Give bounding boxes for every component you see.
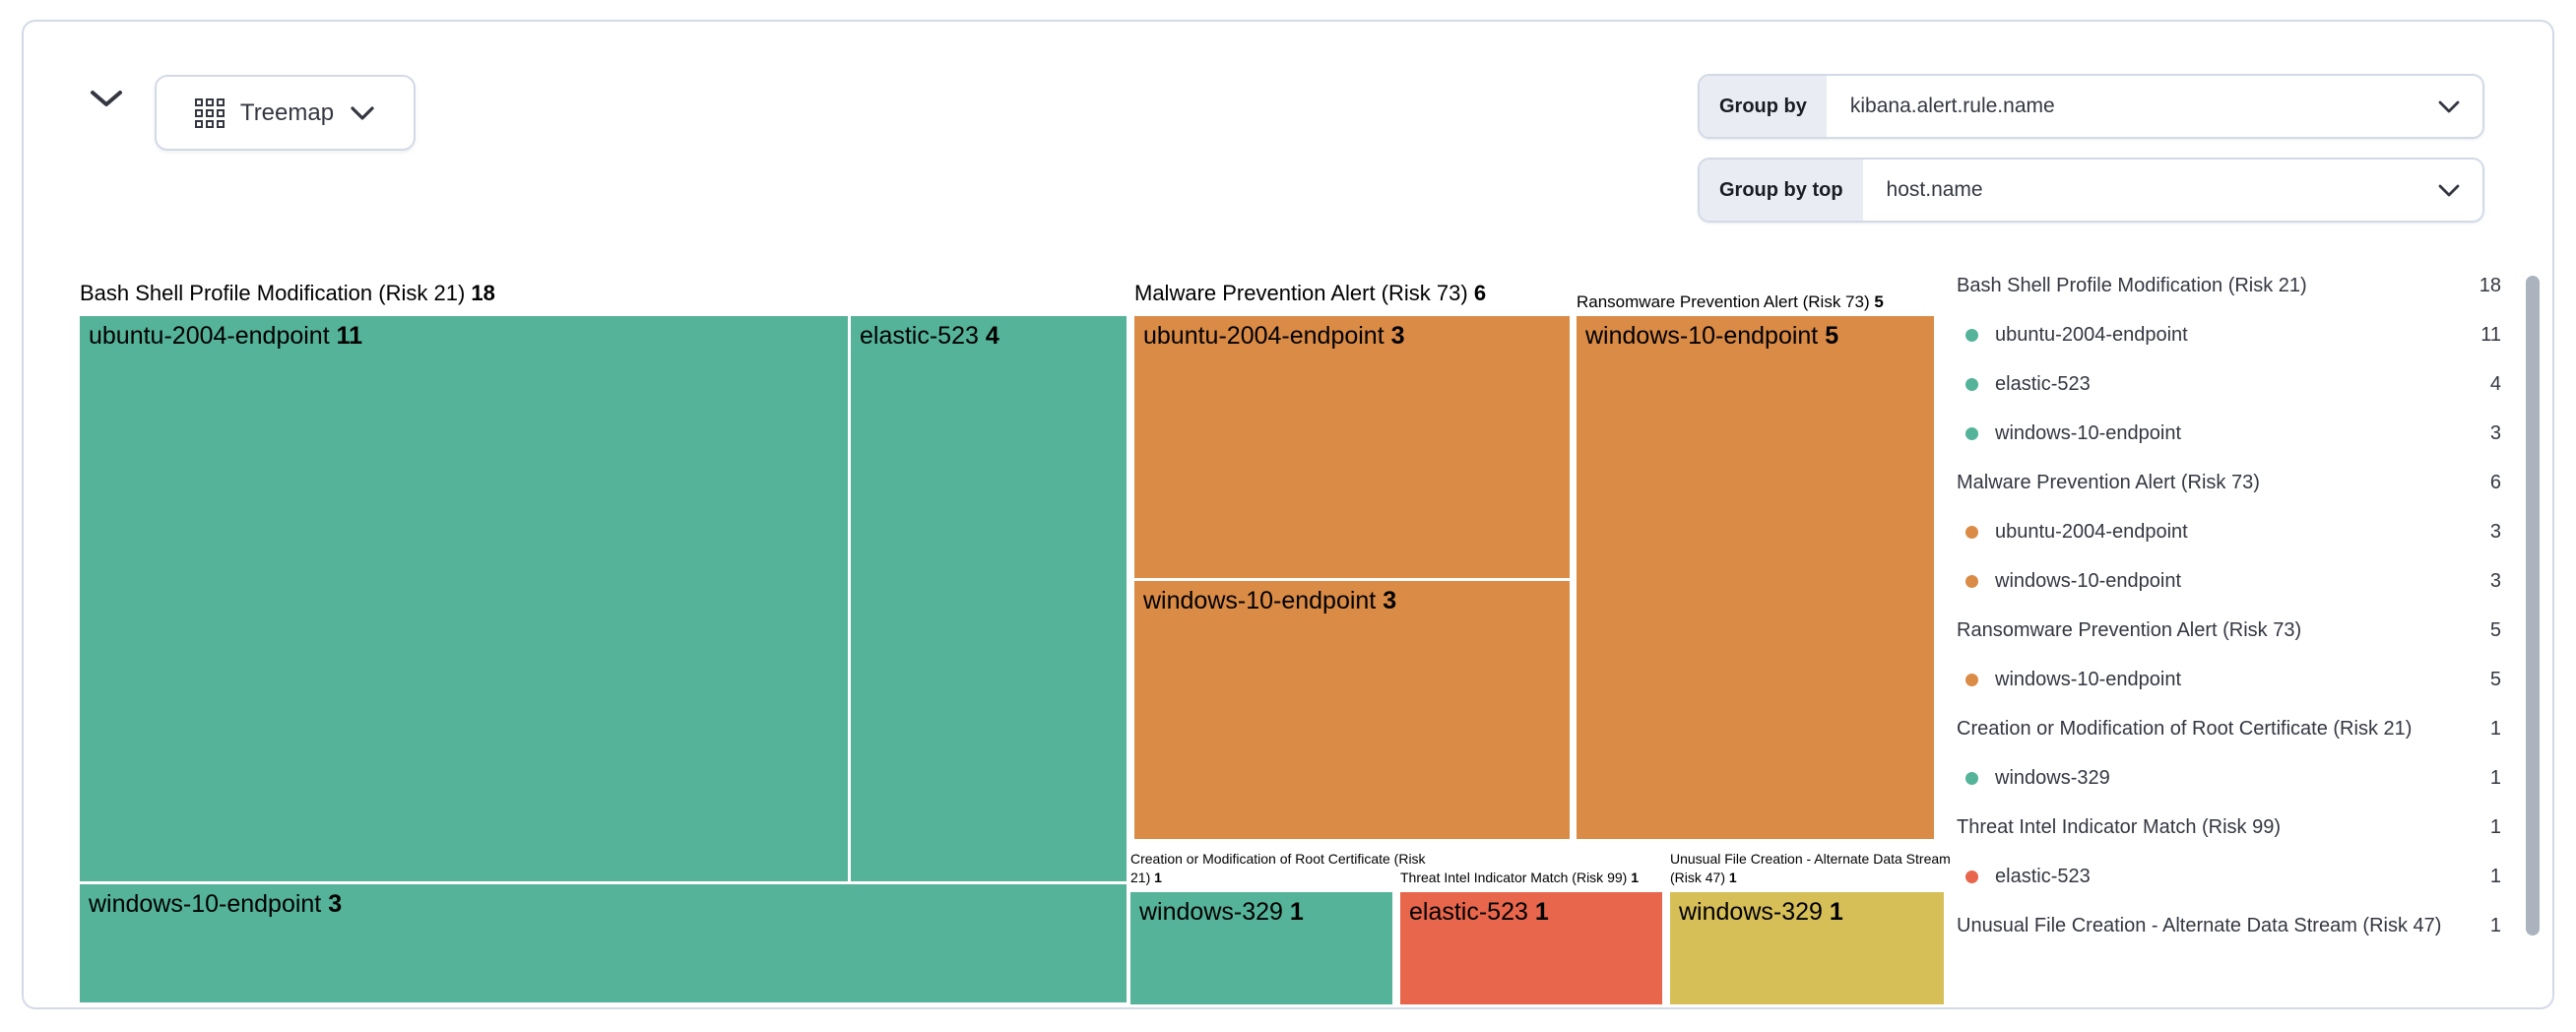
legend-group-row: Bash Shell Profile Modification (Risk 21… [1957, 270, 2501, 302]
legend-item-label: ubuntu-2004-endpoint [1995, 521, 2188, 543]
legend-item-label: windows-10-endpoint [1995, 570, 2182, 592]
legend-item-label: elastic-523 [1995, 866, 2091, 887]
group-by-value[interactable]: kibana.alert.rule.name [1849, 95, 2055, 117]
legend-count: 3 [2489, 570, 2501, 592]
legend-item-label: windows-10-endpoint [1995, 669, 2182, 690]
legend-group-label[interactable]: Bash Shell Profile Modification (Risk 21… [1957, 275, 2307, 296]
legend-item-row: elastic-523 1 [1957, 861, 2501, 893]
legend-dot-icon [1965, 575, 1978, 588]
legend-count: 1 [2489, 718, 2501, 740]
group-by-select[interactable]: Group by kibana.alert.rule.name [1698, 74, 2484, 139]
treemap-group-header: Malware Prevention Alert (Risk 73) 6 [1134, 281, 1487, 305]
legend-group-label[interactable]: Unusual File Creation - Alternate Data S… [1957, 915, 2442, 936]
legend-group-label[interactable]: Malware Prevention Alert (Risk 73) [1957, 472, 2260, 493]
legend-item-label: windows-10-endpoint [1995, 422, 2182, 444]
legend-dot-icon [1965, 674, 1978, 686]
legend-item-row: windows-329 1 [1957, 762, 2501, 795]
chevron-down-icon [90, 89, 123, 108]
legend-item-row: windows-10-endpoint 3 [1957, 418, 2501, 450]
chevron-down-icon [350, 105, 375, 121]
legend-count: 5 [2489, 669, 2501, 690]
treemap-group-header: Threat Intel Indicator Match (Risk 99) 1 [1400, 870, 1639, 885]
treemap-tile[interactable]: windows-10-endpoint 3 [1134, 581, 1570, 839]
treemap-tile[interactable]: elastic-523 1 [1400, 892, 1662, 1004]
legend-count: 1 [2489, 767, 2501, 789]
legend-group-row: Creation or Modification of Root Certifi… [1957, 713, 2501, 745]
group-by-top-prepend-label: Group by top [1700, 160, 1863, 221]
treemap-tile[interactable]: ubuntu-2004-endpoint 11 [80, 316, 848, 881]
legend-item-label: windows-329 [1995, 767, 2110, 789]
treemap-grid-icon [194, 97, 225, 128]
legend-count: 6 [2489, 472, 2501, 493]
collapse-panel-button[interactable] [81, 77, 132, 120]
legend-dot-icon [1965, 329, 1978, 342]
treemap-tile[interactable]: ubuntu-2004-endpoint 3 [1134, 316, 1570, 578]
legend-count: 3 [2489, 422, 2501, 444]
legend-scrollbar-thumb[interactable] [2526, 276, 2540, 935]
legend-dot-icon [1965, 427, 1978, 440]
legend: Bash Shell Profile Modification (Risk 21… [1957, 270, 2501, 959]
legend-group-row: Unusual File Creation - Alternate Data S… [1957, 910, 2501, 942]
legend-item-label: elastic-523 [1995, 373, 2091, 395]
legend-dot-icon [1965, 871, 1978, 883]
legend-count: 3 [2489, 521, 2501, 543]
legend-group-row: Threat Intel Indicator Match (Risk 99) 1 [1957, 811, 2501, 844]
legend-item-row: windows-10-endpoint 3 [1957, 565, 2501, 598]
chart-type-label: Treemap [239, 98, 335, 126]
legend-group-label[interactable]: Creation or Modification of Root Certifi… [1957, 718, 2413, 740]
treemap-tile[interactable]: windows-329 1 [1130, 892, 1392, 1004]
legend-count: 1 [2489, 915, 2501, 936]
treemap-group-header: Unusual File Creation - Alternate Data S… [1670, 851, 1951, 885]
legend-count: 11 [2480, 324, 2501, 346]
legend-item-row: ubuntu-2004-endpoint 11 [1957, 319, 2501, 352]
legend-dot-icon [1965, 772, 1978, 785]
legend-group-row: Malware Prevention Alert (Risk 73) 6 [1957, 467, 2501, 499]
treemap-tile[interactable]: elastic-523 4 [851, 316, 1127, 881]
legend-group-row: Ransomware Prevention Alert (Risk 73) 5 [1957, 614, 2501, 647]
treemap-tile[interactable]: windows-10-endpoint 3 [80, 884, 1127, 1002]
chevron-down-icon [2437, 160, 2482, 221]
treemap-group-header: Creation or Modification of Root Certifi… [1130, 851, 1426, 885]
legend-item-label: ubuntu-2004-endpoint [1995, 324, 2188, 346]
legend-item-row: windows-10-endpoint 5 [1957, 664, 2501, 696]
legend-count: 1 [2489, 866, 2501, 887]
treemap-tile[interactable]: windows-329 1 [1670, 892, 1944, 1004]
panel-card: Treemap Group by kibana.alert.rule.name … [22, 20, 2554, 1009]
group-by-top-select[interactable]: Group by top host.name [1698, 158, 2484, 223]
legend-count: 18 [2479, 275, 2501, 296]
legend-count: 1 [2489, 816, 2501, 838]
treemap-tile[interactable]: windows-10-endpoint 5 [1577, 316, 1934, 839]
legend-item-row: elastic-523 4 [1957, 368, 2501, 401]
legend-group-label[interactable]: Ransomware Prevention Alert (Risk 73) [1957, 619, 2302, 641]
legend-group-label[interactable]: Threat Intel Indicator Match (Risk 99) [1957, 816, 2282, 838]
legend-count: 4 [2489, 373, 2501, 395]
chevron-down-icon [2437, 76, 2482, 137]
legend-count: 5 [2489, 619, 2501, 641]
legend-item-row: ubuntu-2004-endpoint 3 [1957, 516, 2501, 548]
legend-dot-icon [1965, 378, 1978, 391]
group-by-top-value[interactable]: host.name [1886, 178, 1983, 201]
chart-type-selector-button[interactable]: Treemap [155, 75, 416, 151]
treemap-group-header: Bash Shell Profile Modification (Risk 21… [80, 281, 495, 305]
treemap-group-header: Ransomware Prevention Alert (Risk 73) 5 [1577, 292, 1884, 311]
legend-dot-icon [1965, 526, 1978, 539]
group-by-prepend-label: Group by [1700, 76, 1827, 137]
